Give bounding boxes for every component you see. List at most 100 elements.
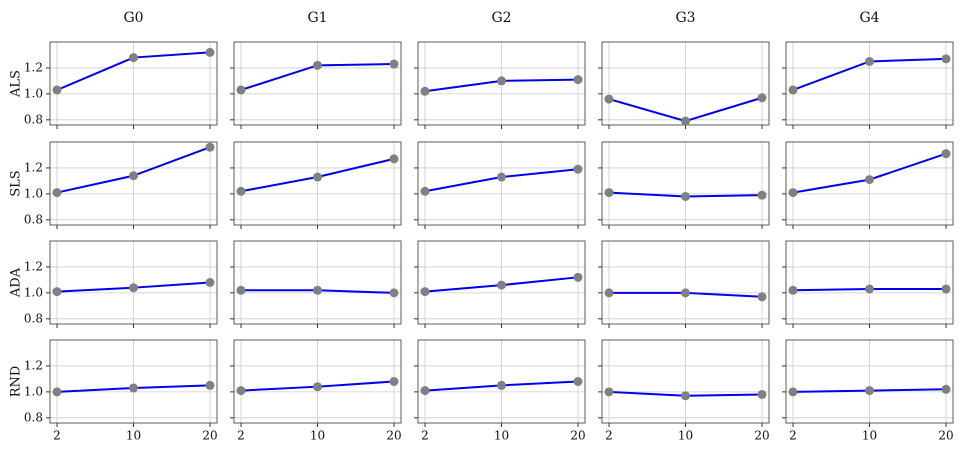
marker <box>757 389 767 399</box>
x-tick-label: 10 <box>310 429 325 443</box>
marker <box>236 186 246 196</box>
marker <box>941 384 951 394</box>
y-tick-label: 1.0 <box>24 86 43 100</box>
column-title: G3 <box>675 10 695 26</box>
plot-frame <box>785 41 954 126</box>
row-label: RND <box>9 366 24 398</box>
x-tick-label: 2 <box>789 429 797 443</box>
marker <box>205 142 215 152</box>
marker <box>420 287 430 297</box>
marker <box>497 172 506 182</box>
plot-frame <box>49 240 218 325</box>
marker <box>757 93 767 103</box>
column-title: G4 <box>859 10 879 26</box>
marker <box>420 86 430 96</box>
y-tick-label: 1.0 <box>24 384 43 398</box>
plot-frame <box>417 141 586 226</box>
plot-frame <box>233 141 402 226</box>
marker <box>788 85 798 95</box>
x-tick-label: 10 <box>494 429 509 443</box>
y-tick-label: 1.0 <box>24 285 43 299</box>
x-tick-label: 2 <box>421 429 429 443</box>
y-tick-label: 0.8 <box>24 311 43 325</box>
marker <box>205 278 215 287</box>
y-tick-label: 1.2 <box>24 358 43 372</box>
plot-frame <box>785 240 954 325</box>
plot-frame <box>785 141 954 226</box>
marker <box>313 60 322 70</box>
y-tick-label: 1.2 <box>24 60 43 74</box>
row-label: ALS <box>9 70 24 98</box>
marker <box>604 188 614 198</box>
marker <box>573 377 583 386</box>
x-tick-label: 20 <box>754 429 769 443</box>
marker <box>236 85 246 95</box>
marker <box>681 391 690 401</box>
plot-frame <box>233 339 402 424</box>
marker <box>313 285 322 295</box>
marker <box>497 280 506 290</box>
marker <box>389 377 399 386</box>
marker <box>52 188 62 198</box>
marker <box>52 387 62 397</box>
plot-frame <box>417 41 586 126</box>
plot-frame <box>49 141 218 226</box>
marker <box>788 387 798 397</box>
plot-frame <box>233 240 402 325</box>
plot-frame <box>233 41 402 126</box>
plot-frame <box>49 339 218 424</box>
x-tick-label: 10 <box>126 429 141 443</box>
marker <box>205 47 215 57</box>
x-tick-label: 20 <box>202 429 217 443</box>
marker <box>313 172 322 182</box>
x-tick-label: 20 <box>386 429 401 443</box>
marker <box>573 75 583 85</box>
x-tick-label: 10 <box>862 429 877 443</box>
marker <box>420 186 430 196</box>
column-title: G1 <box>307 10 327 26</box>
marker <box>129 383 138 393</box>
x-tick-label: 20 <box>938 429 953 443</box>
plot-frame <box>417 339 586 424</box>
marker <box>941 284 951 294</box>
marker <box>681 288 690 298</box>
marker <box>420 386 430 396</box>
marker <box>497 76 506 86</box>
y-tick-label: 0.8 <box>24 212 43 226</box>
marker <box>52 287 62 297</box>
y-tick-label: 1.2 <box>24 160 43 174</box>
x-tick-label: 2 <box>605 429 613 443</box>
y-tick-label: 1.0 <box>24 186 43 200</box>
x-tick-label: 2 <box>237 429 245 443</box>
marker <box>788 285 798 295</box>
marker <box>941 149 951 159</box>
marker <box>865 284 874 294</box>
marker <box>573 272 583 282</box>
marker <box>129 53 138 63</box>
plot-frame <box>785 339 954 424</box>
plot-frame <box>601 339 770 424</box>
x-tick-label: 10 <box>678 429 693 443</box>
x-tick-label: 2 <box>53 429 61 443</box>
marker <box>52 85 62 95</box>
marker <box>129 283 138 293</box>
y-tick-label: 1.2 <box>24 259 43 273</box>
y-tick-label: 0.8 <box>24 112 43 126</box>
marker <box>757 190 767 200</box>
row-label: SLS <box>9 170 24 196</box>
marker <box>236 285 246 295</box>
marker <box>573 164 583 174</box>
marker <box>129 171 138 181</box>
marker <box>788 188 798 198</box>
plot-frame <box>49 41 218 126</box>
plot-frame <box>601 141 770 226</box>
marker <box>865 175 874 185</box>
x-tick-label: 20 <box>570 429 585 443</box>
marker <box>497 380 506 390</box>
y-tick-label: 0.8 <box>24 410 43 424</box>
marker <box>941 54 951 64</box>
marker <box>205 380 215 390</box>
column-title: G2 <box>491 10 511 26</box>
marker <box>604 94 614 104</box>
marker <box>865 386 874 396</box>
